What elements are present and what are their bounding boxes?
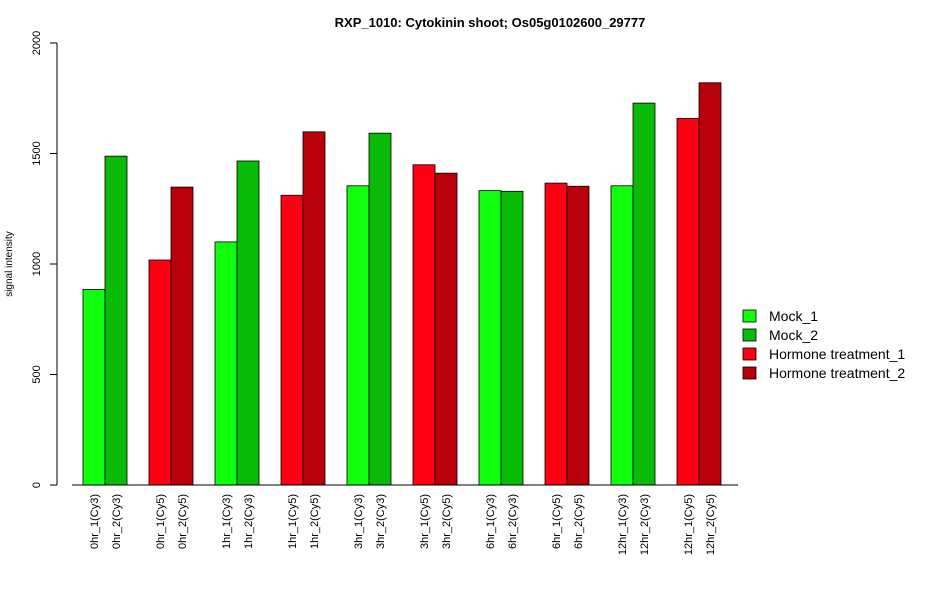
y-axis-label: signal intensity [4,231,15,297]
x-axis: 0hr_1(Cy3) 0hr_2(Cy3) 0hr_1(Cy5) 0hr_2(Cy5)… [72,484,738,555]
legend-swatch [742,347,757,361]
x-tick-label: 3hr_1(Cy5) [419,494,431,549]
legend-label: Hormone treatment_1 [769,346,905,362]
x-tick-label: 0hr_1(Cy5) [155,494,167,549]
y-tick-label: 1500 [31,141,43,165]
y-axis: 0 500 1000 1500 2000 [31,31,58,488]
bar [148,259,172,486]
bar [544,182,568,486]
legend: Mock_1 Mock_2 Hormone treatment_1 Hormone t… [742,308,905,381]
y-tick-label: 500 [31,365,43,383]
bar [610,185,634,486]
bar [632,102,656,486]
x-tick-label: 3hr_1(Cy3) [353,494,365,549]
bar [500,190,524,486]
x-tick-label: 1hr_1(Cy5) [287,494,299,549]
x-tick-label: 12hr_2(Cy3) [639,494,651,555]
bars-group [82,82,722,486]
bar [104,155,128,486]
x-tick-label: 12hr_1(Cy3) [617,494,629,555]
legend-label: Mock_1 [769,308,818,324]
chart-title: RXP_1010: Cytokinin shoot; Os05g0102600_… [335,15,646,30]
x-tick-label: 1hr_1(Cy3) [221,494,233,549]
legend-label: Hormone treatment_2 [769,365,905,381]
x-tick-label: 0hr_2(Cy5) [177,494,189,549]
x-tick-label: 1hr_2(Cy5) [309,494,321,549]
x-tick-label: 12hr_2(Cy5) [705,494,717,555]
bar [82,289,106,486]
bar [346,185,370,486]
x-tick-label: 6hr_1(Cy5) [551,494,563,549]
x-tick-label: 1hr_2(Cy3) [243,494,255,549]
bar [566,185,590,486]
x-tick-label: 6hr_2(Cy3) [507,494,519,549]
legend-swatch [742,366,757,380]
bar [434,172,458,486]
y-tick-label: 2000 [31,31,43,55]
x-tick-label: 6hr_1(Cy3) [485,494,497,549]
bar [368,132,392,486]
bar [170,186,194,486]
y-tick-label: 1000 [31,252,43,276]
x-tick-label: 0hr_1(Cy3) [89,494,101,549]
x-tick-label: 3hr_2(Cy3) [375,494,387,549]
bar [302,131,326,486]
bar [698,82,722,486]
legend-swatch [742,309,757,323]
legend-swatch [742,328,757,342]
legend-label: Mock_2 [769,327,818,343]
bar [676,117,700,486]
bar [214,241,238,486]
x-tick-label: 0hr_2(Cy3) [111,494,123,549]
bar [236,160,260,486]
bar [412,164,436,486]
bar [478,190,502,486]
x-tick-label: 6hr_2(Cy5) [573,494,585,549]
x-tick-label: 12hr_1(Cy5) [683,494,695,555]
x-tick-label: 3hr_2(Cy5) [441,494,453,549]
bar [280,194,304,486]
y-tick-label: 0 [31,482,43,488]
